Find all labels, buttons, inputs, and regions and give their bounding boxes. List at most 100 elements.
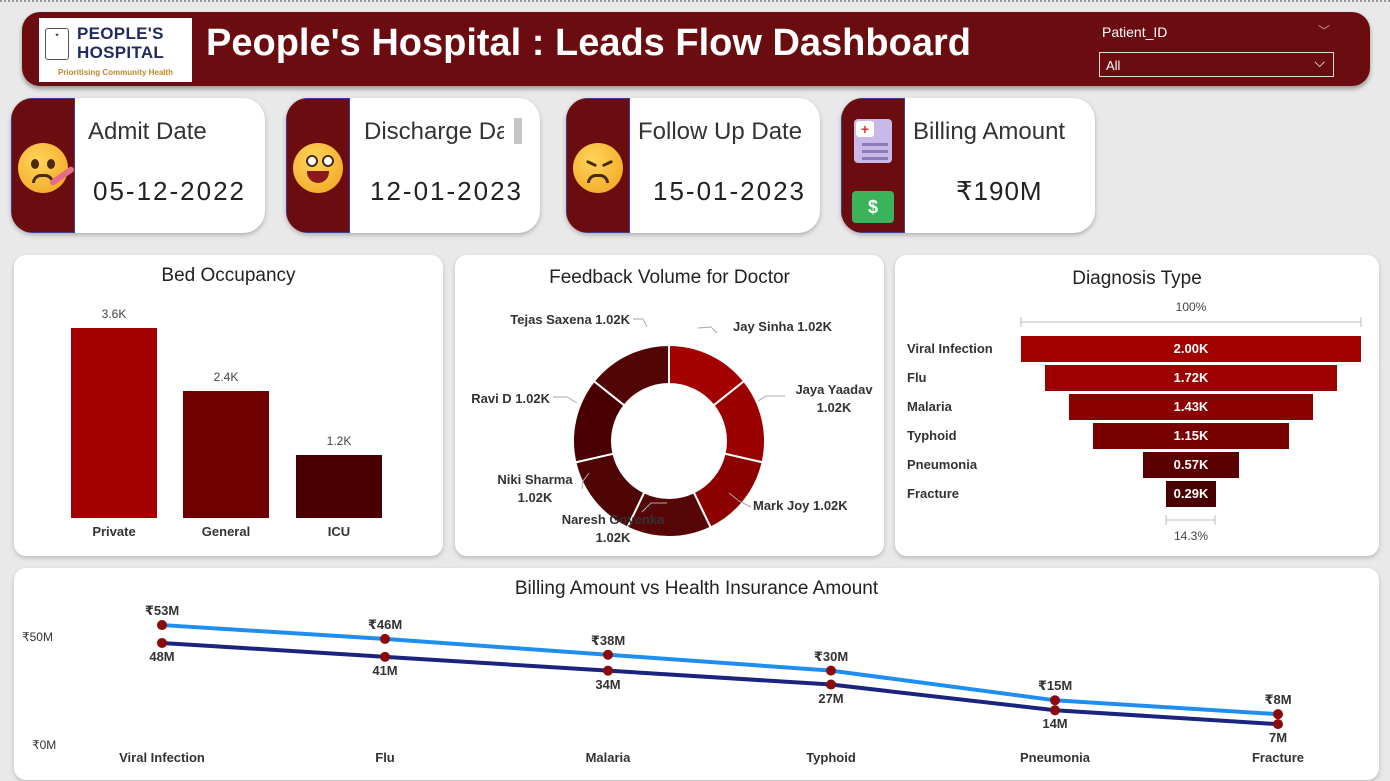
money-icon: $ [852, 191, 894, 223]
funnel-bar: 0.29K [1166, 481, 1216, 507]
x-category-label: Viral Infection [119, 750, 205, 765]
funnel-category-label: Typhoid [907, 428, 957, 443]
billing-value-label: ₹30M [813, 648, 849, 664]
panel-title: Billing Amount vs Health Insurance Amoun… [514, 578, 879, 599]
chevron-down-icon: ⌵ [1314, 54, 1325, 70]
donut-label: Mark Joy 1.02K [753, 498, 848, 513]
insurance-value-label: 27M [818, 690, 844, 706]
donut-label-value: 1.02K [595, 530, 631, 545]
panel-title: Feedback Volume for Doctor [549, 267, 790, 288]
kpi-label: Admit Date [88, 118, 207, 145]
funnel-bottom-percent: 14.3% [1173, 529, 1209, 543]
data-point[interactable] [157, 620, 167, 631]
insurance-value-label: 48M [149, 648, 175, 664]
data-point[interactable] [380, 633, 390, 644]
leader-line [728, 492, 752, 508]
funnel-category-label: Malaria [907, 399, 952, 414]
kpi-label: Billing Amount [913, 118, 1066, 145]
bar-value-label: 2.4K [213, 370, 239, 385]
billing-value-label: ₹15M [1037, 678, 1073, 694]
kpi-label: Follow Up Date [638, 118, 803, 145]
data-point[interactable] [603, 665, 613, 676]
feedback-donut-chart [553, 318, 785, 538]
chevron-down-icon[interactable]: ﹀ [1318, 24, 1331, 38]
data-point[interactable] [1273, 709, 1283, 720]
data-point[interactable] [826, 665, 836, 676]
billing-line-chart [157, 620, 1283, 730]
x-category-label: Typhoid [806, 750, 856, 765]
seal-icon: ✦ [45, 28, 69, 60]
category-label: ICU [327, 524, 351, 539]
feedback-panel: Feedback Volume for Doctor Jay Sinha 1.0… [455, 255, 884, 556]
bed-occupancy-panel: Bed Occupancy 3.6K Private 2.4K General 1.2K… [14, 255, 443, 556]
funnel-category-label: Fracture [907, 486, 960, 501]
logo-line1: PEOPLE'S [77, 24, 164, 43]
billing-value-label: ₹53M [144, 603, 180, 619]
x-category-label: Pneumonia [1019, 750, 1091, 765]
donut-label: Jaya Yaadav 1.02K [789, 381, 879, 417]
data-point[interactable] [157, 637, 167, 648]
y-tick: ₹50M [22, 630, 53, 644]
slicer-label: Patient_ID [1102, 24, 1168, 40]
donut-slice-tejas-saxena[interactable] [592, 343, 670, 407]
donut-label: Naresh Goyenka 1.02K [523, 511, 703, 547]
insurance-value-label: 34M [595, 676, 621, 692]
category-label: General [201, 524, 251, 539]
donut-label: Niki Sharma 1.02K [465, 471, 605, 507]
panel-title: Diagnosis Type [1072, 268, 1202, 289]
donut-label-name: Jaya Yaadav [795, 382, 873, 397]
kpi-icon-strip [286, 98, 350, 233]
billing-value-label: ₹46M [367, 616, 403, 632]
leader-line [581, 472, 590, 490]
leader-line [697, 326, 718, 334]
bar-value-label: 1.2K [326, 433, 352, 448]
data-point[interactable] [1050, 705, 1060, 716]
funnel-bar: 2.00K [1021, 336, 1361, 362]
kpi-discharge-date: Discharge Date 12-01-2023 [286, 98, 540, 233]
funnel-bracket [1020, 317, 1362, 525]
bar-general [183, 391, 269, 518]
hospital-logo: ✦ PEOPLE'S HOSPITAL Prioritising Communi… [39, 18, 192, 82]
category-label: Private [92, 524, 136, 539]
donut-label: Jay Sinha 1.02K [733, 319, 832, 334]
logo-line2: HOSPITAL [77, 43, 165, 62]
kpi-icon-strip: + $ [841, 98, 905, 233]
data-point[interactable] [1273, 719, 1283, 730]
kpi-admit-date: Admit Date 05-12-2022 [11, 98, 265, 233]
sick-face-icon [18, 143, 76, 193]
data-point[interactable] [826, 679, 836, 690]
insurance-value-label: 7M [1268, 730, 1288, 746]
leader-line [757, 395, 785, 402]
funnel-top-percent: 100% [1175, 300, 1207, 314]
patient-id-dropdown[interactable]: All ⌵ [1099, 52, 1334, 77]
donut-label: Ravi D 1.02K [471, 391, 550, 406]
funnel-bar: 1.43K [1069, 394, 1313, 420]
data-point[interactable] [380, 651, 390, 662]
scrollbar[interactable] [514, 118, 522, 144]
x-category-label: Fracture [1251, 750, 1305, 765]
funnel-bar: 1.15K [1093, 423, 1289, 449]
x-category-label: Flu [375, 750, 395, 765]
kpi-icon-strip [566, 98, 630, 233]
data-point[interactable] [603, 649, 613, 660]
header-bar: ✦ PEOPLE'S HOSPITAL Prioritising Communi… [22, 12, 1370, 86]
kpi-follow-up-date: Follow Up Date 15-01-2023 [566, 98, 820, 233]
leader-line [641, 502, 667, 513]
logo-tagline: Prioritising Community Health [57, 68, 174, 77]
billing-value-label: ₹8M [1264, 692, 1292, 708]
tired-face-icon [573, 143, 623, 193]
donut-label: Tejas Saxena 1.02K [510, 312, 630, 327]
kpi-billing-amount: + $ Billing Amount ₹190M [841, 98, 1095, 233]
insurance-value-label: 14M [1042, 716, 1068, 732]
data-point[interactable] [1050, 695, 1060, 706]
billing-panel: Billing Amount vs Health Insurance Amoun… [14, 568, 1379, 780]
kpi-value: ₹190M [956, 176, 1043, 206]
hospital-bill-icon: + [854, 119, 892, 163]
bar-icu [296, 454, 382, 518]
y-tick: ₹0M [32, 738, 57, 752]
series-line-0 [161, 623, 1279, 717]
donut-label-value: 1.02K [517, 490, 553, 505]
kpi-icon-strip [11, 98, 76, 233]
dropdown-value: All [1106, 58, 1121, 73]
series-line-1 [161, 640, 1279, 727]
